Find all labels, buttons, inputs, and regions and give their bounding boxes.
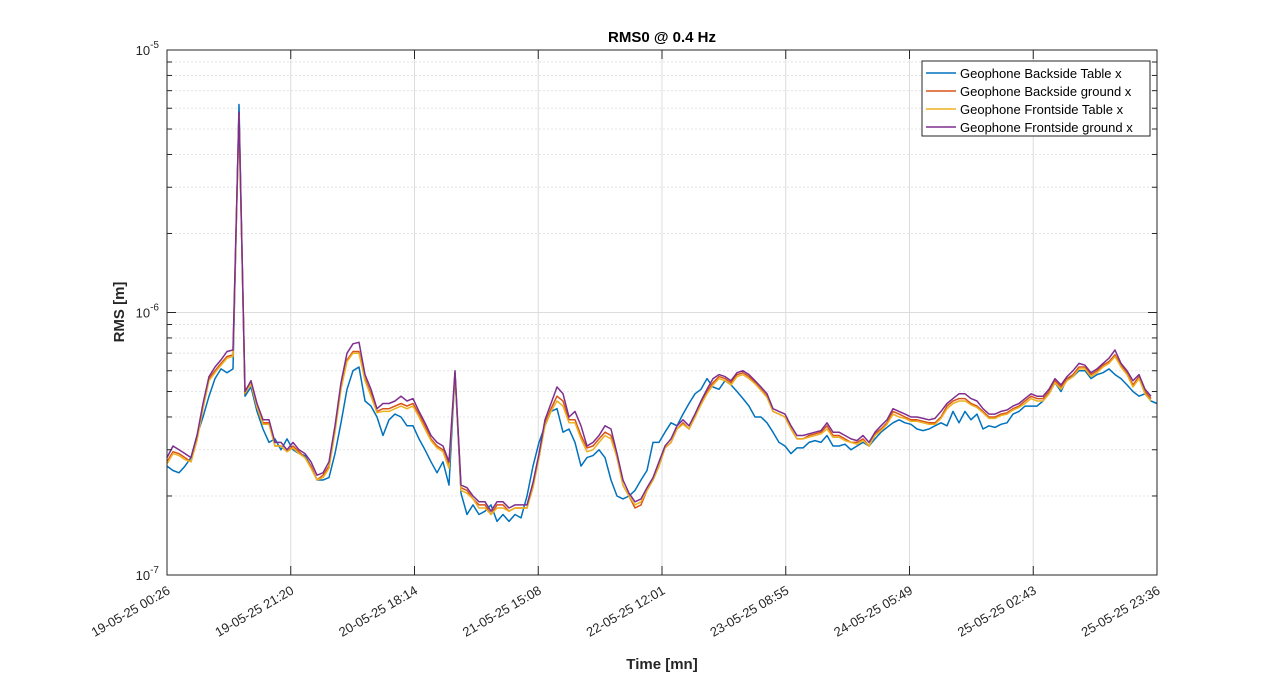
x-axis-title: Time [mn] xyxy=(626,656,697,673)
legend-label: Geophone Frontside Table x xyxy=(960,102,1124,117)
y-tick-label: 10-6 xyxy=(136,303,160,321)
x-tick-label: 21-05-25 15:08 xyxy=(460,583,544,640)
x-tick-label: 25-05-25 02:43 xyxy=(955,583,1039,640)
x-tick-label: 20-05-25 18:14 xyxy=(336,583,420,640)
x-tick-label: 19-05-25 21:20 xyxy=(212,583,296,640)
chart-title: RMS0 @ 0.4 Hz xyxy=(608,29,716,46)
x-tick-label: 19-05-25 00:26 xyxy=(89,583,173,640)
y-tick-label: 10-7 xyxy=(136,565,160,583)
legend: Geophone Backside Table x Geophone Backsi… xyxy=(921,60,1151,137)
legend-label: Geophone Frontside ground x xyxy=(960,120,1133,135)
x-tick-label: 24-05-25 05:49 xyxy=(831,583,915,640)
x-tick-label: 22-05-25 12:01 xyxy=(584,583,668,640)
series-layer xyxy=(166,103,1158,523)
legend-box xyxy=(921,60,1151,137)
series-line-1 xyxy=(166,103,1158,523)
series-line-3 xyxy=(166,115,1152,516)
series-line-2 xyxy=(166,113,1152,516)
y-axis-title: RMS [m] xyxy=(111,282,128,343)
series-line-4 xyxy=(166,111,1152,512)
legend-label: Geophone Backside ground x xyxy=(960,84,1132,99)
x-tick-label: 23-05-25 08:55 xyxy=(707,583,791,640)
x-tick-label: 25-05-25 23:36 xyxy=(1079,583,1163,640)
legend-label: Geophone Backside Table x xyxy=(960,66,1122,81)
y-tick-label: 10-5 xyxy=(136,40,160,58)
